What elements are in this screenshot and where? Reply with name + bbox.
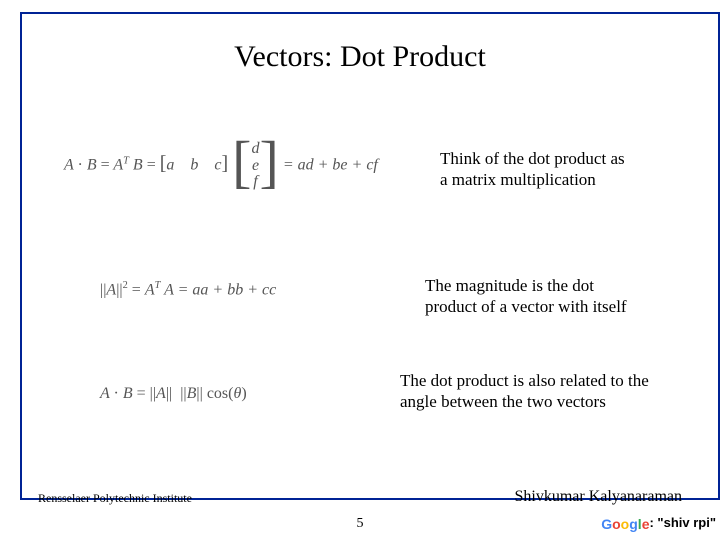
f1-rhs: = ad + be + cf xyxy=(283,157,378,174)
f2-AT-A: A xyxy=(145,281,155,298)
f2-eq1: = xyxy=(132,281,145,298)
explain2-line1: The magnitude is the dot xyxy=(425,276,594,295)
slide-border xyxy=(20,12,720,500)
f3-A: A xyxy=(100,385,109,402)
google-g4: g xyxy=(629,516,638,532)
f1-f: f xyxy=(253,173,257,190)
explain2-line2: product of a vector with itself xyxy=(425,297,627,316)
f1-eq2: = xyxy=(147,157,156,174)
f1-col: d e f xyxy=(252,141,260,191)
formula-magnitude: ||A||2 = AT A = aa + bb + cc xyxy=(100,280,360,306)
f1-eq1: = xyxy=(101,157,110,174)
explain-2: The magnitude is the dot product of a ve… xyxy=(425,275,700,318)
footer-search-suffix: : "shiv rpi" xyxy=(649,515,716,530)
slide-title: Vectors: Dot Product xyxy=(0,40,720,74)
explain-1: Think of the dot product as a matrix mul… xyxy=(440,148,685,191)
f2-rhs: = aa + bb + cc xyxy=(178,281,277,298)
explain-3: The dot product is also related to the a… xyxy=(400,370,700,413)
f1-a: a xyxy=(166,157,174,174)
f1-A: A xyxy=(64,157,73,174)
f3-bar2: || xyxy=(166,385,172,402)
f3-B: B xyxy=(123,385,133,402)
f3-close: ) xyxy=(241,385,246,402)
f2-A2: A xyxy=(164,281,173,298)
f2-AT-T: T xyxy=(155,280,161,291)
f1-B: B xyxy=(87,157,97,174)
f2-A: A xyxy=(106,281,116,298)
footer-institution: Rensselaer Polytechnic Institute xyxy=(38,491,192,506)
f3-cos: cos( xyxy=(207,385,234,402)
explain3-line2: angle between the two vectors xyxy=(400,392,606,411)
google-g3: o xyxy=(621,516,630,532)
page-number: 5 xyxy=(357,516,364,532)
f1-B2: B xyxy=(133,157,143,174)
google-g2: o xyxy=(612,516,621,532)
formula-angle: A · B = ||A|| ||B|| cos(θ) xyxy=(100,385,280,411)
f1-e: e xyxy=(252,157,259,174)
footer-search-hint: Google : "shiv rpi" xyxy=(601,515,716,532)
f3-B2: B xyxy=(187,385,197,402)
f3-eq: = xyxy=(137,385,150,402)
f1-AT-T: T xyxy=(123,155,129,166)
f3-dot: · xyxy=(113,385,118,402)
google-g1: G xyxy=(601,516,612,532)
f1-AT-A: A xyxy=(113,157,123,174)
f3-bar4: || xyxy=(196,385,202,402)
f1-b: b xyxy=(190,157,198,174)
footer-author: Shivkumar Kalyanaraman xyxy=(515,488,683,506)
google-logo: Google xyxy=(601,516,649,532)
f3-A2: A xyxy=(156,385,166,402)
explain1-line2: a matrix multiplication xyxy=(440,170,596,189)
f2-sq: 2 xyxy=(123,280,128,291)
f1-d: d xyxy=(252,140,260,157)
explain3-line1: The dot product is also related to the xyxy=(400,371,649,390)
f1-c: c xyxy=(214,157,221,174)
explain1-line1: Think of the dot product as xyxy=(440,149,625,168)
formula-dot-product: A · B = AT B = [a b c] [ d e f ] = ad + … xyxy=(64,137,414,211)
f1-dot: · xyxy=(77,157,82,174)
